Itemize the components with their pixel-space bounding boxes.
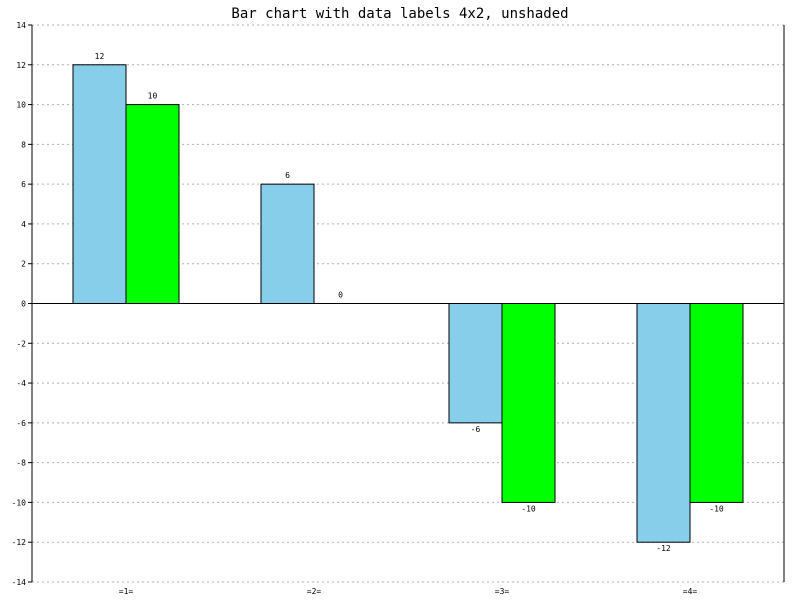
category-label: =2= [307, 587, 322, 596]
labels: -14 -12 -10 -8 -6 -4 -2 0 2 4 6 8 10 12 14 12 10 =1= 6 0 =2=… [12, 21, 724, 596]
y-tick-label: -14 [12, 578, 27, 587]
bar [260, 183, 315, 304]
data-label: -10 [521, 504, 536, 513]
chart-title: Bar chart with data labels 4x2, unshaded [231, 6, 568, 22]
data-label: 6 [285, 171, 290, 180]
y-tick-label: -8 [16, 459, 26, 468]
data-label: -10 [709, 504, 724, 513]
data-label: 12 [95, 52, 105, 61]
category-label: =1= [119, 587, 134, 596]
bars [72, 64, 744, 543]
bar [689, 303, 744, 503]
y-tick-label: 6 [21, 180, 26, 189]
data-label: -12 [656, 544, 671, 553]
bar [501, 303, 556, 503]
bar [125, 104, 180, 304]
bar [72, 64, 127, 304]
bar [448, 303, 503, 424]
category-label: =4= [683, 587, 698, 596]
y-tick-label: 8 [21, 140, 26, 149]
y-tick-label: 12 [16, 61, 26, 70]
data-label: 10 [148, 92, 158, 101]
data-label: -6 [471, 425, 481, 434]
y-tick-label: -12 [12, 538, 27, 547]
y-tick-label: -4 [16, 379, 26, 388]
bar [636, 303, 691, 543]
y-tick-label: 14 [16, 21, 26, 30]
y-tick-label: -2 [16, 339, 26, 348]
data-label: 0 [338, 291, 343, 300]
axes [28, 24, 785, 583]
y-tick-label: 2 [21, 260, 26, 269]
y-tick-label: 0 [21, 300, 26, 309]
y-tick-label: -10 [12, 498, 27, 507]
y-tick-label: 10 [16, 101, 26, 110]
y-tick-label: 4 [21, 220, 26, 229]
y-tick-label: -6 [16, 419, 26, 428]
category-label: =3= [495, 587, 510, 596]
